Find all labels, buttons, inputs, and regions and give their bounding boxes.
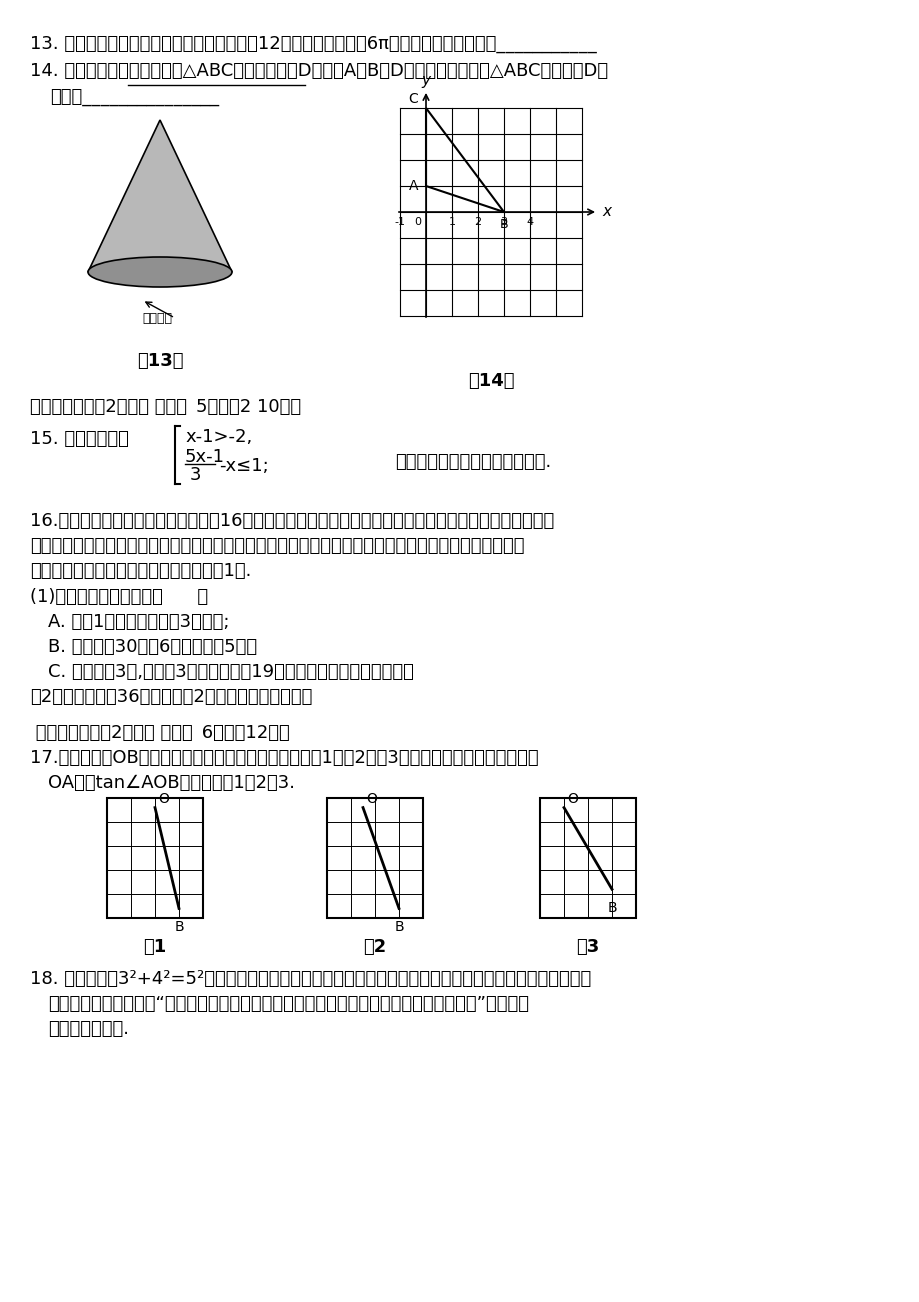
Text: 图3: 图3: [575, 937, 599, 956]
Bar: [107, 798, 203, 918]
Text: 5x-1: 5x-1: [185, 448, 225, 466]
Text: 四、（本大题共2小题， 每小题 6分，八12分）: 四、（本大题共2小题， 每小题 6分，八12分）: [30, 724, 289, 742]
Text: （2）当转动转盘36次时，出现2这个数大约有多少次？: （2）当转动转盘36次时，出现2这个数大约有多少次？: [30, 687, 312, 706]
Text: 1: 1: [448, 217, 455, 227]
Text: B. 转动转盘30次，6一定会出现5次；: B. 转动转盘30次，6一定会出现5次；: [48, 638, 256, 656]
Text: x: x: [601, 204, 610, 220]
Text: 3: 3: [500, 217, 507, 227]
Text: 图1: 图1: [143, 937, 166, 956]
Text: 3: 3: [190, 466, 201, 484]
Text: 第13题: 第13题: [137, 352, 183, 370]
Text: 坐标为_______________: 坐标为_______________: [50, 89, 219, 105]
Text: 主视方向: 主视方向: [142, 312, 172, 326]
Text: 试说出你的理由.: 试说出你的理由.: [48, 1019, 129, 1038]
Text: -x≤1;: -x≤1;: [219, 457, 268, 475]
Ellipse shape: [88, 256, 232, 286]
Text: 4: 4: [526, 217, 533, 227]
Text: 指向右边的三角形），这时称转动了转盘1次.: 指向右边的三角形），这时称转动了转盘1次.: [30, 562, 251, 579]
Text: y: y: [421, 73, 430, 89]
Text: C. 转动转盘3次,出现的3个数之和等于19，这是一个不可能发生的事件: C. 转动转盘3次,出现的3个数之和等于19，这是一个不可能发生的事件: [48, 663, 414, 681]
Text: -1: -1: [394, 217, 405, 227]
Text: C: C: [408, 92, 417, 105]
Text: (1)下列说法不正确的是（      ）: (1)下列说法不正确的是（ ）: [30, 589, 208, 605]
Text: 三、（本大题共2小题， 每小题 5分，共2 10分）: 三、（本大题共2小题， 每小题 5分，共2 10分）: [30, 398, 301, 417]
Text: 15. 解不等式组：: 15. 解不等式组：: [30, 430, 129, 448]
Bar: [539, 798, 635, 918]
Text: 图2: 图2: [363, 937, 386, 956]
Text: B: B: [499, 217, 508, 230]
Text: 18. 我们知道，3²+4²=5²，这是一个由三个连续正整数组成，且前两个数的平方和等于第三个数的平方的等: 18. 我们知道，3²+4²=5²，这是一个由三个连续正整数组成，且前两个数的平…: [30, 970, 591, 988]
Text: 14. 在直角坐标系中，如图有△ABC，现另有一点D满足以A、B、D为顶点的三角形与△ABC全等，则D点: 14. 在直角坐标系中，如图有△ABC，现另有一点D满足以A、B、D为顶点的三角…: [30, 62, 607, 79]
Text: B: B: [393, 921, 403, 935]
Text: x-1>-2,: x-1>-2,: [185, 428, 252, 447]
Text: O: O: [566, 792, 577, 806]
Text: 13. 已知圆锥如图所示放置，其主视图面积为12，俧视图的周长为6π，则该圆锥的侧面积为___________: 13. 已知圆锥如图所示放置，其主视图面积为12，俧视图的周长为6π，则该圆锥的…: [30, 35, 596, 53]
Text: B: B: [174, 921, 184, 935]
Text: O: O: [366, 792, 377, 806]
Text: 16.如图，是一个正六边形转盘被分成16个全等的正三角形，指针位置固定．转动转盘后任其自由停止，其: 16.如图，是一个正六边形转盘被分成16个全等的正三角形，指针位置固定．转动转盘…: [30, 512, 553, 530]
Text: 第14题: 第14题: [467, 372, 514, 391]
Text: 并把它的解集在数轴上表示出来.: 并把它的解集在数轴上表示出来.: [394, 453, 550, 471]
Text: 0: 0: [414, 217, 421, 227]
Polygon shape: [88, 120, 232, 272]
Text: 式，是否还存在另一个“由三个连续正整数组成，且前两个数的平方和等于第三个数的平方”的等式？: 式，是否还存在另一个“由三个连续正整数组成，且前两个数的平方和等于第三个数的平方…: [48, 995, 528, 1013]
Bar: [326, 798, 423, 918]
Text: 2: 2: [474, 217, 481, 227]
Text: O: O: [158, 792, 169, 806]
Text: A. 出现1的概率等于出现3的概率;: A. 出现1的概率等于出现3的概率;: [48, 613, 229, 631]
Text: 中的某个三角形会恰好停在指针所指的位置，并相应得到一个数（指针指向两个三角形的公共边时，当作: 中的某个三角形会恰好停在指针所指的位置，并相应得到一个数（指针指向两个三角形的公…: [30, 536, 524, 555]
Text: OA，使tan∠AOB的値分别为1、2、3.: OA，使tan∠AOB的値分别为1、2、3.: [48, 773, 295, 792]
Text: B: B: [607, 901, 616, 915]
Text: 17.如图，线段OB放置在正方形网格中，现请你分别在图1、图2、图3添画（工具只能用直尺）射线: 17.如图，线段OB放置在正方形网格中，现请你分别在图1、图2、图3添画（工具只…: [30, 749, 538, 767]
Text: A: A: [408, 178, 417, 193]
